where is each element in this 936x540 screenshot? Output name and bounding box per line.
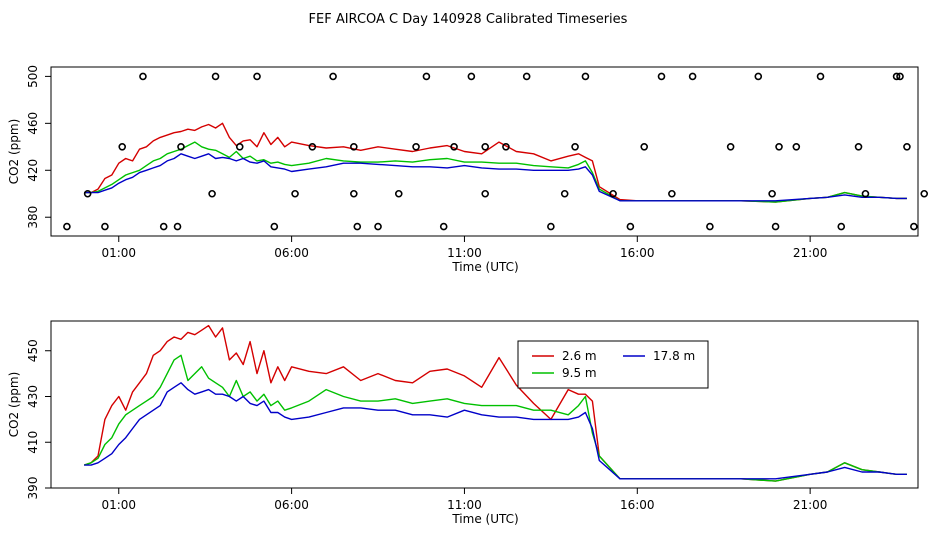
y-tick-label: 410: [26, 431, 40, 454]
series-line-9-5-m: [84, 141, 907, 203]
scatter-point: [450, 143, 458, 151]
y-axis-label: CO2 (ppm): [7, 372, 21, 438]
scatter-point: [609, 189, 617, 198]
scatter-point: [374, 222, 382, 231]
scatter-point: [688, 72, 697, 81]
plot-frame: [50, 66, 919, 237]
scatter-point: [581, 72, 590, 81]
scatter-point: [771, 222, 780, 231]
scatter-point: [412, 143, 420, 151]
scatter-point: [571, 143, 579, 151]
series-line-2-6-m: [83, 324, 907, 482]
scatter-point: [101, 222, 109, 231]
scatter-point: [775, 143, 783, 151]
x-tick-label: 21:00: [793, 246, 828, 260]
scatter-point: [177, 143, 185, 151]
legend-label: 2.6 m: [562, 349, 597, 363]
scatter-point: [235, 143, 244, 151]
scatter-point: [892, 72, 901, 81]
x-axis-label: Time (UTC): [451, 512, 518, 526]
y-tick-label: 380: [26, 206, 40, 229]
figure-title: FEF AIRCOA C Day 140928 Calibrated Times…: [309, 12, 628, 27]
y-axis-label: CO2 (ppm): [7, 119, 21, 185]
scatter-point: [481, 189, 489, 198]
scatter-point: [308, 143, 317, 151]
scatter-point: [270, 222, 279, 231]
scatter-point: [640, 143, 649, 151]
bottom-panel: 01:00 06:00 11:00 16:00 21:00 390 410 430 450 Tim…: [7, 320, 919, 526]
x-tick-label: 11:00: [447, 246, 482, 260]
scatter-point: [159, 222, 168, 231]
x-tick-label: 06:00: [274, 498, 309, 512]
scatter-point: [657, 72, 666, 81]
scatter-point: [422, 72, 431, 81]
y-tick-label: 430: [26, 385, 40, 408]
x-tick-label: 06:00: [274, 246, 309, 260]
series-line-17-8-m: [84, 382, 907, 480]
scatter-point: [211, 72, 220, 81]
x-tick-label: 16:00: [620, 246, 655, 260]
y-tick-label: 450: [26, 339, 40, 362]
scatter-point: [394, 189, 403, 198]
scatter-point: [903, 143, 911, 151]
scatter-point: [910, 222, 918, 231]
scatter-point: [467, 72, 476, 81]
top-panel: 01:00 06:00 11:00 16:00 21:00 380 420 460 500 Tim…: [7, 65, 929, 274]
scatter-point: [920, 189, 929, 198]
scatter-point: [173, 222, 182, 231]
x-tick-label: 11:00: [447, 498, 482, 512]
scatter-point: [350, 143, 358, 151]
y-tick-label: 390: [26, 477, 40, 500]
scatter-point: [208, 189, 216, 198]
series-line-17-8-m: [84, 153, 907, 202]
legend-label: 17.8 m: [653, 349, 695, 363]
scatter-point: [854, 143, 863, 151]
x-tick-label: 16:00: [620, 498, 655, 512]
series-line-9-5-m: [83, 354, 907, 482]
scatter-point: [726, 143, 735, 151]
y-tick-label: 500: [26, 65, 40, 88]
scatter-point: [792, 143, 801, 151]
scatter-point: [329, 72, 337, 81]
scatter-point: [754, 72, 763, 81]
scatter-point: [83, 189, 92, 198]
x-tick-label: 21:00: [793, 498, 828, 512]
scatter-point: [522, 72, 531, 81]
scatter-point: [861, 189, 870, 198]
scatter-point: [668, 189, 676, 198]
scatter-point: [439, 222, 448, 231]
scatter-point: [118, 143, 127, 151]
scatter-point: [560, 189, 569, 198]
scatter-point: [139, 72, 147, 81]
y-tick-label: 460: [26, 112, 40, 135]
plot-frame: [50, 320, 919, 489]
legend-box: [517, 340, 709, 389]
x-tick-label: 01:00: [101, 246, 136, 260]
x-axis-label: Time (UTC): [451, 260, 518, 274]
scatter-point: [350, 189, 358, 198]
x-tick-label: 01:00: [101, 498, 136, 512]
legend-label: 9.5 m: [562, 366, 597, 380]
scatter-point: [768, 189, 776, 198]
scatter-point: [63, 222, 71, 231]
scatter-point: [253, 72, 261, 81]
scatter-point: [547, 222, 555, 231]
scatter-point: [626, 222, 635, 231]
scatter-point: [481, 143, 489, 151]
scatter-point: [353, 222, 362, 231]
y-tick-label: 420: [26, 159, 40, 182]
scatter-point: [291, 189, 299, 198]
scatter-point: [837, 222, 846, 231]
scatter-point: [706, 222, 714, 231]
scatter-point: [816, 72, 825, 81]
scatter-point: [502, 143, 510, 151]
scatter-point: [896, 72, 904, 81]
